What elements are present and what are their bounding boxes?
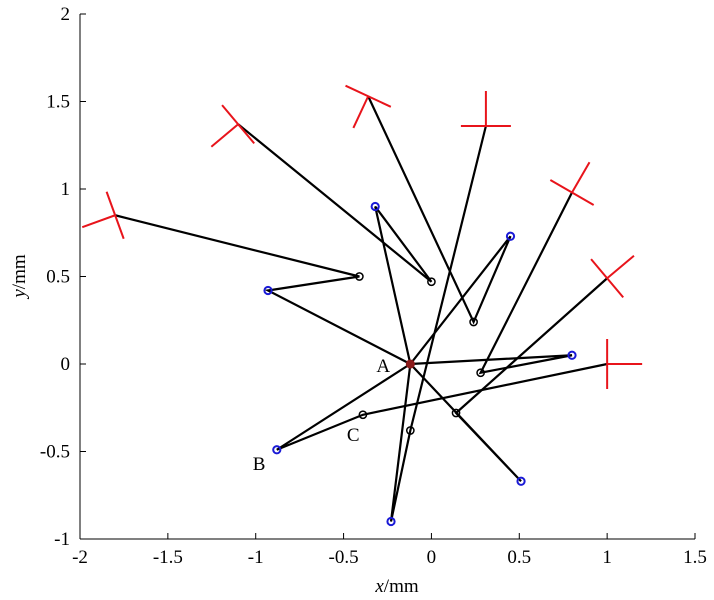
gripper-jaw — [590, 258, 624, 299]
blue-joint-marker — [516, 476, 526, 486]
blue-joint-marker — [263, 285, 273, 296]
x-tick-label: 0.5 — [507, 547, 531, 568]
base-marker — [405, 359, 415, 369]
y-axis-ticks: -1 -0.5 0 0.5 1 1.5 2 — [40, 4, 86, 550]
x-tick-label: -1.5 — [153, 547, 183, 568]
gripper-arm — [352, 95, 370, 129]
gripper-arm — [210, 123, 239, 148]
x-tick-label: -2 — [72, 547, 88, 568]
black-joint-marker — [469, 317, 478, 327]
gripper-jaw — [105, 191, 125, 240]
x-tick-label: 0 — [427, 547, 437, 568]
arm-links — [114, 95, 608, 522]
plot-area — [79, 14, 695, 540]
gripper-jaw — [345, 84, 392, 108]
y-axis-label-unit: /mm — [9, 254, 30, 289]
blue-joint-marker — [272, 445, 282, 455]
joints — [263, 201, 577, 527]
x-tick-label: -0.5 — [329, 547, 359, 568]
y-tick-label: 1 — [61, 179, 71, 200]
x-axis-ticks: -2 -1.5 -1 -0.5 0 0.5 1 1.5 — [72, 533, 707, 568]
black-joint-marker — [476, 368, 485, 378]
y-tick-label: 0.5 — [46, 267, 70, 288]
arm-link-chain — [114, 214, 411, 365]
x-tick-label: -1 — [248, 547, 264, 568]
x-tick-label: 1.5 — [683, 547, 707, 568]
arm-link-chain — [367, 95, 512, 365]
y-axis-label-var: y — [9, 289, 30, 300]
black-joint-marker — [451, 408, 461, 418]
point-label-b: B — [253, 454, 266, 475]
y-tick-label: 2 — [61, 4, 71, 25]
point-label-c: C — [347, 425, 360, 446]
y-tick-label: -0.5 — [40, 442, 70, 463]
y-tick-label: 0 — [61, 354, 71, 375]
blue-joint-marker — [370, 201, 380, 212]
gripper-arm — [606, 254, 635, 280]
arm-link-chain — [276, 362, 608, 451]
blue-joint-marker — [567, 350, 577, 360]
black-joint-marker — [358, 410, 368, 420]
x-tick-label: 1 — [602, 547, 612, 568]
gripper-jaw — [549, 179, 595, 206]
black-joint-marker — [427, 277, 436, 287]
arm-link-chain — [237, 123, 433, 365]
grippers — [81, 84, 643, 389]
arm-link-chain — [410, 192, 573, 375]
gripper-arm — [81, 214, 116, 229]
y-axis-label: y/mm — [9, 254, 30, 299]
arm-link-chain — [389, 125, 487, 522]
point-labels: A B C — [253, 356, 391, 475]
black-joint-marker — [355, 272, 364, 281]
black-joint-marker — [405, 426, 415, 435]
point-label-a: A — [376, 356, 390, 377]
blue-joint-marker — [505, 231, 516, 241]
y-tick-label: -1 — [54, 529, 70, 550]
gripper-arm — [571, 161, 591, 194]
x-axis-label-unit: /mm — [384, 576, 419, 597]
gripper-jaw — [221, 104, 255, 145]
y-tick-label: 1.5 — [46, 92, 70, 113]
blue-joint-marker — [386, 516, 396, 527]
x-axis-label-var: x — [374, 576, 384, 597]
arm-link-chain — [409, 277, 608, 483]
x-axis-label: x/mm — [374, 576, 418, 597]
